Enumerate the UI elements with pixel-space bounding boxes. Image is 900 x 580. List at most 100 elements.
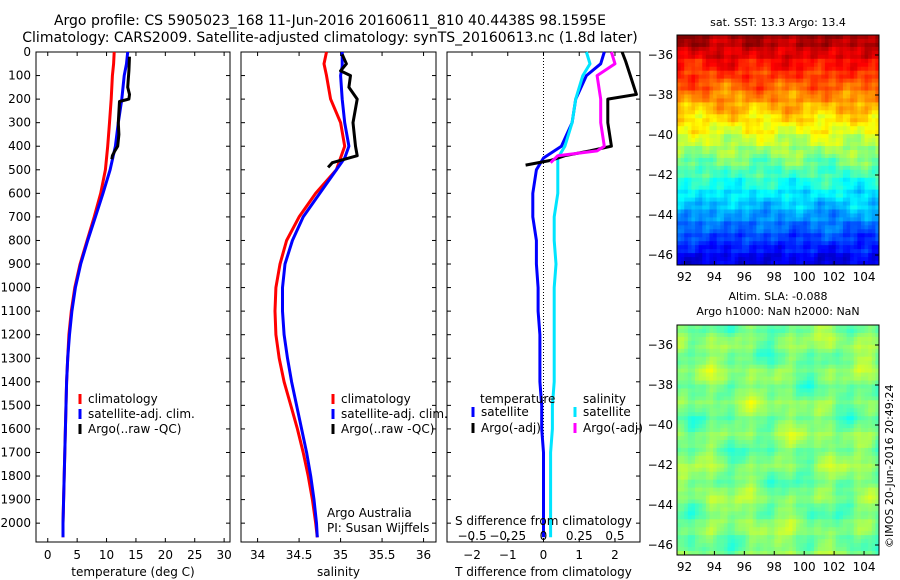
legend-label: satellite-adj. clim. xyxy=(88,407,195,421)
y-tick-label: −44 xyxy=(648,498,673,512)
x-tick-label: 34.5 xyxy=(286,548,313,562)
y-tick-label: 200 xyxy=(8,92,31,106)
annotation-text: Argo Australia xyxy=(327,506,412,520)
y-tick-label: −42 xyxy=(648,458,673,472)
x-tick-label: 100 xyxy=(793,560,816,574)
y-tick-label: −44 xyxy=(648,208,673,222)
map-frame xyxy=(676,34,880,266)
series-line xyxy=(326,53,359,169)
y-tick-label: 1900 xyxy=(0,493,31,507)
y-tick-label: 1600 xyxy=(0,422,31,436)
y-tick-label: −40 xyxy=(648,418,673,432)
legend-group-label: salinity xyxy=(583,392,626,406)
x-tick-label: 34 xyxy=(250,548,265,562)
x-tick-label: 104 xyxy=(853,560,876,574)
series-line xyxy=(273,51,347,538)
y-tick-label: 1400 xyxy=(0,375,31,389)
profile-panel-1: 0 5 10 15 20 25 300100200300400500600700800900… xyxy=(0,45,231,579)
y-tick-label: −42 xyxy=(648,168,673,182)
annotation-text: PI: Susan Wijffels xyxy=(327,521,429,535)
x-axis-label-secondary: S difference from climatology xyxy=(455,514,632,528)
y-tick-label: 100 xyxy=(8,69,31,83)
y-tick-label: 1500 xyxy=(0,398,31,412)
figure-title-line2: Climatology: CARS2009. Satellite-adjuste… xyxy=(22,30,638,46)
y-tick-label: 1700 xyxy=(0,445,31,459)
series-line xyxy=(549,51,617,164)
series-line xyxy=(549,51,592,538)
x-tick-label: 36 xyxy=(416,548,431,562)
map-title: Altim. SLA: -0.088 xyxy=(728,290,827,303)
y-tick-label: 1300 xyxy=(0,351,31,365)
profile-panel-2: 34 34.5 35 35.5 36 salinity climatologysatelli… xyxy=(240,51,448,579)
series-line xyxy=(281,52,351,538)
x-tick-label: 92 xyxy=(677,560,692,574)
x-tick-label: 102 xyxy=(823,560,846,574)
x-tick-label: 1 xyxy=(575,548,583,562)
plot-frame xyxy=(35,51,231,543)
y-tick-label: 1000 xyxy=(0,281,31,295)
y-tick-label: 1800 xyxy=(0,469,31,483)
legend-label: satellite-adj. clim. xyxy=(341,407,448,421)
x-tick-label: 15 xyxy=(128,548,143,562)
x-axis-label: temperature (deg C) xyxy=(71,565,194,579)
x-tick-label: 94 xyxy=(707,560,722,574)
x-tick-label: 96 xyxy=(737,560,752,574)
y-tick-label: 500 xyxy=(8,163,31,177)
legend-label: satellite xyxy=(583,405,631,419)
plot-frame xyxy=(240,51,437,543)
x-tick-label: 92 xyxy=(677,270,692,284)
x-tick-label-secondary: 0.25 xyxy=(566,529,593,543)
legend-label: Argo(..raw -QC) xyxy=(341,422,434,436)
legend-group-label: temperature xyxy=(480,392,555,406)
y-tick-label: 400 xyxy=(8,139,31,153)
map-panel-1: 92 94 96 98 100 102 104 −36 −38 −40 −42 −44 −46 sat. … xyxy=(648,16,880,284)
x-tick-label: 94 xyxy=(707,270,722,284)
x-tick-label: 35.5 xyxy=(369,548,396,562)
map-panel-2: 92 94 96 98 100 102 104 −36 −38 −40 −42 −44 −46 Altim… xyxy=(648,290,880,574)
y-tick-label: −38 xyxy=(648,378,673,392)
y-tick-label: −36 xyxy=(648,48,673,62)
x-tick-label: 0 xyxy=(44,548,52,562)
x-tick-label: 96 xyxy=(737,270,752,284)
y-tick-label: −40 xyxy=(648,128,673,142)
series-line xyxy=(525,51,638,167)
series-line xyxy=(110,56,131,160)
x-tick-label: 102 xyxy=(823,270,846,284)
legend-label: climatology xyxy=(341,392,411,406)
legend-label: Argo(-adj) xyxy=(481,421,541,435)
y-tick-label: 300 xyxy=(8,116,31,130)
figure-title-line1: Argo profile: CS 5905023_168 11-Jun-2016… xyxy=(53,13,607,29)
y-tick-label: −36 xyxy=(648,338,673,352)
profile-panel-3: −2 −1 0 1 2 T difference from climatology temp… xyxy=(446,51,643,579)
y-tick-label: −38 xyxy=(648,88,673,102)
x-tick-label-secondary: 0.5 xyxy=(605,529,624,543)
x-tick-label: 10 xyxy=(99,548,114,562)
legend-label: climatology xyxy=(88,392,158,406)
x-axis-label: salinity xyxy=(317,565,360,579)
legend-label: satellite xyxy=(481,405,529,419)
x-tick-label: 2 xyxy=(611,548,619,562)
x-tick-label: 98 xyxy=(767,560,782,574)
x-tick-label: 98 xyxy=(767,270,782,284)
x-tick-label-secondary: 0 xyxy=(540,529,548,543)
y-tick-label: −46 xyxy=(648,248,673,262)
x-tick-label: −2 xyxy=(463,548,481,562)
x-tick-label: 5 xyxy=(73,548,81,562)
legend-label: Argo(-adj) xyxy=(583,421,643,435)
x-tick-label: 100 xyxy=(793,270,816,284)
x-axis-label: T difference from climatology xyxy=(454,565,632,579)
map-title: sat. SST: 13.3 Argo: 13.4 xyxy=(710,16,846,29)
x-tick-label: 0 xyxy=(540,548,548,562)
y-tick-label: −46 xyxy=(648,538,673,552)
x-tick-label: 30 xyxy=(216,548,231,562)
legend-label: Argo(..raw -QC) xyxy=(88,422,181,436)
y-tick-label: 600 xyxy=(8,186,31,200)
y-tick-label: 0 xyxy=(23,45,31,59)
x-tick-label: 35 xyxy=(333,548,348,562)
x-tick-label: 104 xyxy=(853,270,876,284)
y-tick-label: 1100 xyxy=(0,304,31,318)
x-tick-label-secondary: −0.25 xyxy=(489,529,526,543)
map-frame xyxy=(676,324,880,556)
x-tick-label-secondary: −0.5 xyxy=(457,529,486,543)
heatmap-cells xyxy=(677,35,880,266)
